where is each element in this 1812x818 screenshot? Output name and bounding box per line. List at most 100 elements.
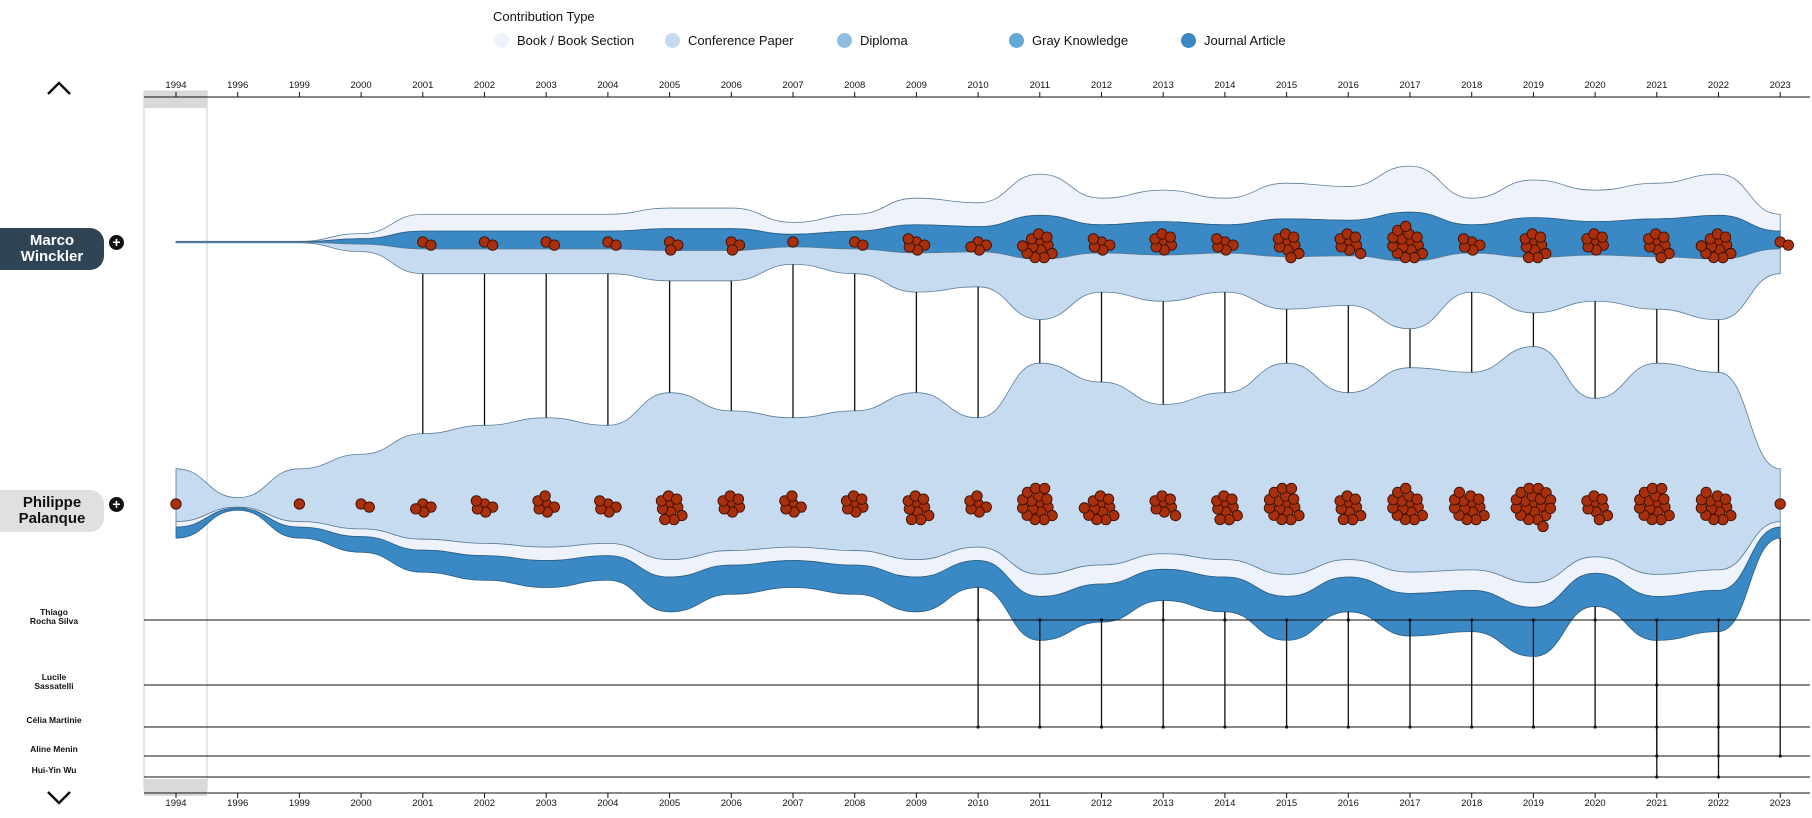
philippe-publication-dot[interactable] xyxy=(1102,493,1115,505)
marco-publication-dot[interactable] xyxy=(1522,251,1535,264)
philippe-publication-dot[interactable] xyxy=(594,495,606,507)
marco-publication-dot[interactable] xyxy=(1695,240,1708,252)
philippe-publication-dot[interactable] xyxy=(1453,486,1466,499)
marco-publication-dot[interactable] xyxy=(1719,231,1732,243)
marco-publication-dot[interactable] xyxy=(1782,239,1794,251)
marco-publication-dot[interactable] xyxy=(1655,251,1667,264)
philippe-publication-dot[interactable] xyxy=(1596,493,1608,505)
marco-publication-dot[interactable] xyxy=(787,236,799,248)
philippe-publication-dot[interactable] xyxy=(363,501,375,513)
coauthor-label-thiago[interactable]: Thiago Rocha Silva xyxy=(0,608,108,626)
axis-tick-label: 1999 xyxy=(289,80,310,91)
philippe-publication-dot[interactable] xyxy=(1337,513,1350,526)
philippe-publication-dot[interactable] xyxy=(1169,509,1182,522)
philippe-publication-dot[interactable] xyxy=(1400,482,1412,495)
philippe-publication-dot[interactable] xyxy=(659,513,671,526)
coauthor-link-node xyxy=(1716,618,1721,622)
marco-publication-dot[interactable] xyxy=(902,233,914,245)
scroll-up-icon[interactable] xyxy=(44,78,74,98)
philippe-publication-dot[interactable] xyxy=(856,493,868,505)
coauthor-label-lucile[interactable]: Lucile Sassatelli xyxy=(0,673,108,691)
philippe-publication-dot[interactable] xyxy=(410,503,422,515)
philippe-publication-dot[interactable] xyxy=(671,493,683,505)
philippe-publication-dot[interactable] xyxy=(1288,493,1300,505)
philippe-publication-dot[interactable] xyxy=(1285,482,1298,495)
philippe-publication-dot[interactable] xyxy=(1164,493,1176,505)
marco-publication-dot[interactable] xyxy=(726,244,739,256)
marco-publication-dot[interactable] xyxy=(1285,251,1297,264)
coauthor-label-celia[interactable]: Célia Martinie xyxy=(0,716,108,725)
coauthor-name-line2: Rocha Silva xyxy=(29,616,79,626)
scroll-down-icon[interactable] xyxy=(44,788,74,808)
philippe-publication-dot[interactable] xyxy=(539,490,551,502)
philippe-band-journal[interactable] xyxy=(175,507,1781,657)
philippe-publication-dot[interactable] xyxy=(1537,520,1549,533)
philippe-publication-dot[interactable] xyxy=(1349,493,1362,505)
author-marco-winckler[interactable]: Marco Winckler xyxy=(0,228,104,270)
philippe-publication-dot[interactable] xyxy=(1655,482,1668,495)
marco-publication-dot[interactable] xyxy=(1164,231,1176,243)
marco-publication-dot[interactable] xyxy=(1457,233,1470,245)
marco-publication-dot[interactable] xyxy=(1211,233,1223,245)
marco-publication-dot[interactable] xyxy=(1349,231,1362,243)
philippe-publication-dot[interactable] xyxy=(1774,498,1786,510)
coauthor-link-node xyxy=(1593,725,1597,729)
marco-publication-dot[interactable] xyxy=(1041,231,1053,243)
axis-tick-label: 1999 xyxy=(289,798,310,809)
coauthor-label-hui-yin[interactable]: Hui-Yin Wu xyxy=(0,766,108,775)
philippe-publication-dot[interactable] xyxy=(1658,493,1670,505)
marco-publication-dot[interactable] xyxy=(1658,231,1670,243)
marco-publication-dot[interactable] xyxy=(486,239,499,251)
marco-publication-dot[interactable] xyxy=(1288,231,1300,243)
philippe-publication-dot[interactable] xyxy=(1078,502,1091,514)
marco-publication-dot[interactable] xyxy=(1400,220,1412,233)
philippe-publication-dot[interactable] xyxy=(732,493,745,505)
selected-year-top-marker xyxy=(144,91,207,108)
marco-publication-dot[interactable] xyxy=(1087,233,1100,245)
philippe-publication-dot[interactable] xyxy=(1038,482,1051,495)
philippe-publication-dot[interactable] xyxy=(971,490,983,502)
coauthor-label-aline[interactable]: Aline Menin xyxy=(0,745,108,754)
marco-publication-dot[interactable] xyxy=(857,239,869,251)
philippe-publication-dot[interactable] xyxy=(1214,513,1226,526)
coauthor-link-node xyxy=(1099,618,1104,622)
marco-band-conference[interactable] xyxy=(175,241,1781,330)
philippe-publication-dot[interactable] xyxy=(917,493,930,505)
author-philippe-palanque[interactable]: Philippe Palanque xyxy=(0,490,104,532)
marco-publication-dot[interactable] xyxy=(548,239,560,251)
philippe-publication-dot[interactable] xyxy=(786,490,798,502)
expand-philippe-button[interactable]: + xyxy=(109,497,124,512)
marco-publication-dot[interactable] xyxy=(1534,231,1547,243)
legend-item-journal[interactable]: Journal Article xyxy=(1181,33,1286,48)
coauthor-name-line1: Hui-Yin Wu xyxy=(31,765,77,775)
marco-publication-dot[interactable] xyxy=(1411,231,1423,243)
axis-tick-label: 2020 xyxy=(1585,798,1606,809)
legend-item-conference[interactable]: Conference Paper xyxy=(665,33,794,48)
legend-label-conference: Conference Paper xyxy=(688,33,794,48)
marco-publication-dot[interactable] xyxy=(425,239,437,251)
marco-publication-dot[interactable] xyxy=(1354,247,1367,260)
marco-publication-dot[interactable] xyxy=(665,244,677,256)
philippe-publication-dot[interactable] xyxy=(905,513,918,526)
philippe-publication-dot[interactable] xyxy=(470,495,483,507)
philippe-publication-dot[interactable] xyxy=(293,498,306,510)
philippe-publication-dot[interactable] xyxy=(1593,513,1606,526)
philippe-publication-dot[interactable] xyxy=(170,498,182,510)
legend-item-gray-knowledge[interactable]: Gray Knowledge xyxy=(1009,33,1128,48)
legend-item-diploma[interactable]: Diploma xyxy=(837,33,908,48)
philippe-publication-dot[interactable] xyxy=(1544,502,1557,515)
marco-publication-dot[interactable] xyxy=(1596,231,1608,243)
legend-item-book[interactable]: Book / Book Section xyxy=(494,33,634,48)
philippe-publication-dot[interactable] xyxy=(1411,493,1423,505)
contribution-streams xyxy=(175,165,1781,657)
marco-publication-dot[interactable] xyxy=(610,239,622,251)
philippe-publication-dot[interactable] xyxy=(1700,486,1712,499)
philippe-publication-dot[interactable] xyxy=(1473,493,1485,505)
philippe-publication-dot[interactable] xyxy=(1226,493,1238,505)
marco-publication-dot[interactable] xyxy=(965,241,977,253)
marco-publication-dot[interactable] xyxy=(1017,240,1029,252)
expand-marco-button[interactable]: + xyxy=(109,235,124,250)
philippe-publication-dot[interactable] xyxy=(1719,493,1732,505)
philippe-publication-dot[interactable] xyxy=(1041,493,1053,505)
